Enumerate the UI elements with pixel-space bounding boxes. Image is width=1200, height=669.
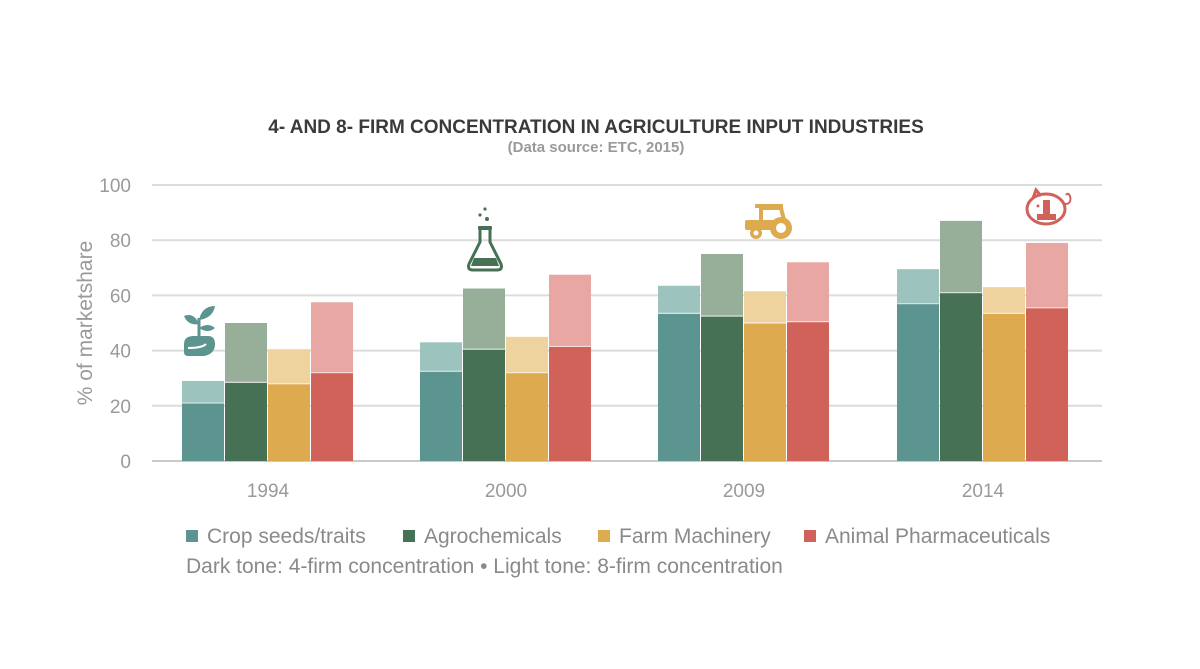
y-tick-label: 20 [110,397,131,418]
legend-note: Dark tone: 4-firm concentration • Light … [186,555,783,578]
chart-title: 4- AND 8- FIRM CONCENTRATION IN AGRICULT… [268,117,924,138]
bar-4firm-agrochemicals-2000 [463,349,505,461]
bar-4firm-farm-machinery-1994 [268,383,310,461]
bar-4firm-agrochemicals-2009 [701,316,743,461]
legend-swatch-crop-seeds [186,530,198,542]
legend-swatch-agrochemicals [403,530,415,542]
bar-4firm-animal-pharmaceuticals-2000 [549,346,591,461]
bar-4firm-animal-pharmaceuticals-2009 [787,321,829,461]
bar-4firm-crop-seeds-traits-2009 [658,313,700,461]
bar-4firm-crop-seeds-traits-1994 [182,403,224,461]
legend-label-crop-seeds: Crop seeds/traits [207,525,366,548]
y-tick-label: 0 [120,452,131,473]
y-axis-label: % of marketshare [74,241,97,406]
bar-4firm-crop-seeds-traits-2014 [897,303,939,461]
legend-label-farm-machinery: Farm Machinery [619,525,771,548]
legend-swatch-farm-machinery [598,530,610,542]
legend: Crop seeds/traits Agrochemicals Farm Mac… [186,525,1050,578]
x-tick-layer: 1994 2000 2009 2014 [247,481,1005,502]
y-tick-label: 100 [99,176,131,197]
bar-4firm-agrochemicals-2014 [940,292,982,461]
bar-layer [182,220,1068,461]
tractor-icon [745,204,792,239]
bar-4firm-agrochemicals-1994 [225,382,267,461]
chart-subtitle: (Data source: ETC, 2015) [508,139,685,156]
x-tick-label: 1994 [247,481,290,502]
y-tick-label: 60 [110,286,131,307]
bar-4firm-farm-machinery-2014 [983,313,1025,461]
bar-4firm-animal-pharmaceuticals-2014 [1026,307,1068,461]
seedling-icon [184,306,215,356]
y-tick-label: 80 [110,231,131,252]
piggy-bank-icon [1025,187,1072,226]
legend-label-animal-pharmaceuticals: Animal Pharmaceuticals [825,525,1050,548]
x-tick-label: 2000 [485,481,527,502]
bar-4firm-crop-seeds-traits-2000 [420,371,462,461]
y-tick-label: 40 [110,342,131,363]
legend-label-agrochemicals: Agrochemicals [424,525,562,548]
bar-4firm-animal-pharmaceuticals-1994 [311,372,353,461]
legend-swatch-animal-pharmaceuticals [804,530,816,542]
bar-4firm-farm-machinery-2000 [506,372,548,461]
flask-icon [467,207,503,272]
bar-4firm-farm-machinery-2009 [744,323,786,461]
x-tick-label: 2009 [723,481,765,502]
x-tick-label: 2014 [962,481,1005,502]
